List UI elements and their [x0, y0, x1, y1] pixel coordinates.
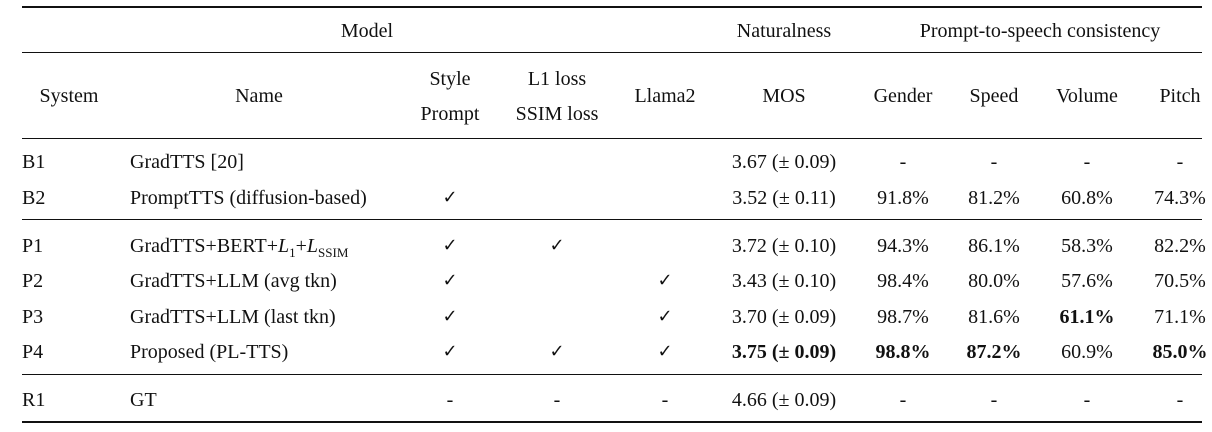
row-p1-name-lssim: L [306, 235, 319, 257]
row-p3-system: P3 [22, 306, 44, 328]
row-r1-gender: - [899, 389, 907, 411]
row-p3-pitch: 71.1% [1154, 306, 1206, 328]
row-p4-volume: 60.9% [1061, 341, 1113, 363]
row-p4-loss-check-icon: ✓ [549, 341, 565, 362]
row-p1-system: P1 [22, 235, 44, 257]
row-p2-system: P2 [22, 270, 44, 292]
row-p4-mos: 3.75 (± 0.09) [731, 341, 837, 363]
row-b1-gender: - [899, 151, 907, 173]
row-r1-mos: 4.66 (± 0.09) [731, 389, 837, 411]
row-b2-style-check-icon: ✓ [442, 187, 458, 208]
row-r1-volume: - [1083, 389, 1091, 411]
row-p2-speed: 80.0% [968, 270, 1020, 292]
row-p2-style-check-icon: ✓ [442, 270, 458, 291]
row-r1-pitch: - [1176, 389, 1184, 411]
row-r1-name: GT [130, 389, 157, 411]
row-b2-system: B2 [22, 187, 46, 209]
row-p1-loss-check-icon: ✓ [549, 235, 565, 256]
row-r1-llama: - [661, 389, 669, 411]
row-b1-pitch: - [1176, 151, 1184, 173]
row-r1-loss: - [553, 389, 561, 411]
row-p3-style-check-icon: ✓ [442, 306, 458, 327]
row-p4-name: Proposed (PL-TTS) [130, 341, 289, 363]
row-p1-name: GradTTS+BERT+L1+LSSIM [130, 234, 348, 265]
row-p3-name: GradTTS+LLM (last tkn) [130, 306, 336, 328]
row-p4-gender: 98.8% [875, 341, 931, 363]
row-b2-volume: 60.8% [1061, 187, 1113, 209]
row-p1-speed: 86.1% [968, 235, 1020, 257]
col-header-system: System [39, 85, 99, 107]
row-p2-volume: 57.6% [1061, 270, 1113, 292]
row-p1-gender: 94.3% [877, 235, 929, 257]
col-header-style-line1: Style [429, 68, 471, 90]
col-header-gender: Gender [873, 85, 933, 107]
row-p1-style-check-icon: ✓ [442, 235, 458, 256]
row-p2-name: GradTTS+LLM (avg tkn) [130, 270, 337, 292]
row-b1-system: B1 [22, 151, 46, 173]
group-rule [22, 52, 1202, 53]
row-b1-name: GradTTS [20] [130, 151, 244, 173]
row-b2-pitch: 74.3% [1154, 187, 1206, 209]
col-header-loss-line2: SSIM loss [515, 103, 599, 125]
proposed-rule [22, 374, 1202, 375]
row-r1-speed: - [990, 389, 998, 411]
col-header-style-line2: Prompt [420, 103, 480, 125]
row-b2-mos: 3.52 (± 0.11) [732, 187, 836, 209]
row-b1-volume: - [1083, 151, 1091, 173]
col-header-name: Name [235, 85, 283, 107]
row-p3-mos: 3.70 (± 0.09) [731, 306, 837, 328]
row-p2-mos: 3.43 (± 0.10) [731, 270, 837, 292]
row-r1-system: R1 [22, 389, 46, 411]
row-p1-name-plus: + [295, 235, 307, 257]
row-p4-system: P4 [22, 341, 44, 363]
row-p3-volume: 61.1% [1059, 306, 1115, 328]
group-header-naturalness: Naturalness [736, 20, 832, 42]
row-p4-style-check-icon: ✓ [442, 341, 458, 362]
row-p3-speed: 81.6% [968, 306, 1020, 328]
row-p1-name-l1: L [278, 235, 290, 257]
row-p4-speed: 87.2% [966, 341, 1022, 363]
row-b1-mos: 3.67 (± 0.09) [731, 151, 837, 173]
col-header-mos: MOS [762, 85, 806, 107]
row-p2-llama-check-icon: ✓ [657, 270, 673, 291]
row-p2-gender: 98.4% [877, 270, 929, 292]
row-p1-pitch: 82.2% [1154, 235, 1206, 257]
row-p1-mos: 3.72 (± 0.10) [731, 235, 837, 257]
col-header-llama: Llama2 [634, 85, 696, 107]
header-rule [22, 138, 1202, 139]
row-r1-style: - [446, 389, 454, 411]
group-header-model: Model [340, 20, 394, 42]
row-b2-gender: 91.8% [877, 187, 929, 209]
row-p1-name-prefix: GradTTS+BERT+ [130, 235, 279, 257]
col-header-loss-line1: L1 loss [527, 68, 587, 90]
row-p3-llama-check-icon: ✓ [657, 306, 673, 327]
row-p1-name-lssim-sub: SSIM [318, 245, 349, 260]
col-header-speed: Speed [969, 85, 1019, 107]
col-header-pitch: Pitch [1159, 85, 1201, 107]
group-header-consistency: Prompt-to-speech consistency [919, 20, 1161, 42]
bottom-rule [22, 421, 1202, 423]
row-b1-speed: - [990, 151, 998, 173]
row-p4-llama-check-icon: ✓ [657, 341, 673, 362]
row-p1-name-l1-sub: 1 [289, 245, 296, 260]
row-p4-pitch: 85.0% [1152, 341, 1208, 363]
top-rule [22, 6, 1202, 8]
row-b2-name: PromptTTS (diffusion-based) [130, 187, 367, 209]
row-p1-volume: 58.3% [1061, 235, 1113, 257]
row-p3-gender: 98.7% [877, 306, 929, 328]
row-p2-pitch: 70.5% [1154, 270, 1206, 292]
baseline-rule [22, 219, 1202, 220]
col-header-volume: Volume [1056, 85, 1118, 107]
row-b2-speed: 81.2% [968, 187, 1020, 209]
